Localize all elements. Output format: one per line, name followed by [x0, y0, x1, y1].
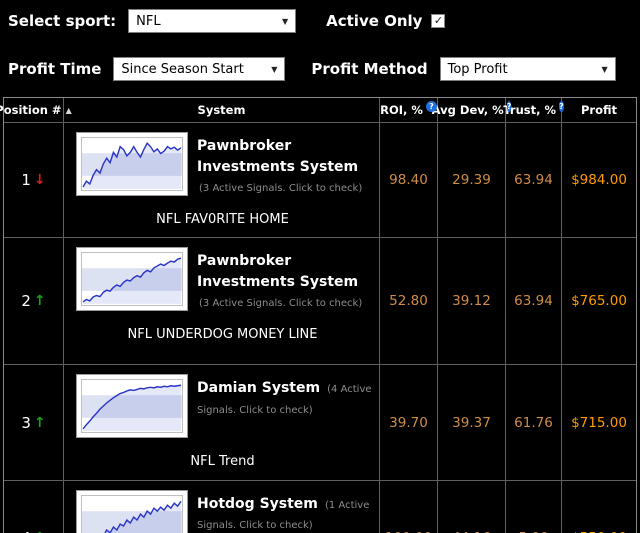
- profit-time-label: Profit Time: [8, 60, 102, 78]
- active-only-checkbox[interactable]: ✓: [431, 14, 446, 28]
- header-roi[interactable]: ROI, % ?: [380, 98, 438, 123]
- signals-note[interactable]: (4 Active Signals. Click to check): [197, 384, 372, 416]
- system-chart-thumbnail[interactable]: [76, 489, 188, 533]
- profit-time-select[interactable]: Since Season Start ▼: [113, 57, 286, 81]
- system-name-link[interactable]: Pawnbroker Investments System: [197, 253, 359, 290]
- sport-select[interactable]: NFL ▼: [128, 9, 297, 33]
- trust-value: 5.00: [506, 480, 562, 533]
- system-subtitle: NFL UNDERDOG MONEY LINE: [127, 327, 318, 343]
- header-system[interactable]: System: [64, 98, 380, 123]
- header-position-label: Position #: [0, 103, 62, 117]
- position-cell: 4 ↑: [4, 480, 64, 533]
- table-row: 3 ↑ Damian System (4 Active Signals. Cli…: [4, 365, 636, 481]
- signals-note[interactable]: (3 Active Signals. Click to check): [199, 183, 363, 194]
- position-change-arrow-icon: ↑: [33, 293, 46, 310]
- dropdown-arrow-icon: ▼: [271, 64, 278, 74]
- dropdown-arrow-icon: ▼: [601, 64, 608, 74]
- profit-time-value: Since Season Start: [121, 61, 244, 77]
- controls-row-1: Select sport: NFL ▼ Active Only ✓: [0, 0, 640, 33]
- signals-note[interactable]: (3 Active Signals. Click to check): [199, 298, 363, 310]
- roi-value: 98.40: [380, 123, 438, 239]
- profit-value: $984.00: [562, 123, 636, 239]
- profit-method-value: Top Profit: [447, 61, 508, 77]
- table-row: 1 ↓ Pawnbroker Investments System (3 Act…: [4, 123, 636, 239]
- sort-asc-icon: ▲: [65, 105, 72, 115]
- header-avg-dev-label: Avg Dev, %: [431, 103, 504, 117]
- system-subtitle: NFL FAV0RITE HOME: [156, 212, 289, 227]
- table-header-row: Position # ▲ System ROI, % ? Avg Dev, % …: [0, 98, 636, 123]
- trust-value: 63.94: [506, 123, 562, 239]
- header-position[interactable]: Position # ▲: [0, 98, 72, 123]
- table-row: 2 ↑ Pawnbroker Investments System (3 Act…: [4, 238, 636, 366]
- avg-dev-value: 39.37: [438, 365, 506, 481]
- header-roi-label: ROI, %: [380, 103, 423, 117]
- controls-row-2: Profit Time Since Season Start ▼ Profit …: [0, 33, 640, 81]
- position-number: 4: [21, 529, 31, 533]
- roi-value: 39.70: [380, 365, 438, 481]
- avg-dev-value: 39.12: [438, 238, 506, 366]
- system-cell: Pawnbroker Investments System (3 Active …: [64, 238, 380, 366]
- select-sport-label: Select sport:: [8, 12, 117, 30]
- position-cell: 2 ↑: [4, 238, 64, 366]
- position-change-arrow-icon: ↑: [33, 414, 46, 431]
- header-profit-label: Profit: [580, 103, 618, 117]
- avg-dev-value: 29.39: [438, 123, 506, 239]
- position-cell: 3 ↑: [4, 365, 64, 481]
- active-only-label: Active Only: [326, 12, 423, 30]
- profit-value: $765.00: [562, 238, 636, 366]
- trust-value: 63.94: [506, 238, 562, 366]
- position-change-arrow-icon: ↓: [33, 172, 46, 189]
- system-cell: Hotdog System (1 Active Signals. Click t…: [64, 480, 380, 533]
- system-name-link[interactable]: Damian System: [197, 380, 321, 397]
- header-trust[interactable]: Trust, % ?: [503, 98, 564, 123]
- position-change-arrow-icon: ↑: [34, 530, 46, 533]
- position-number: 2: [21, 292, 31, 311]
- position-number: 1: [21, 171, 31, 190]
- system-subtitle: NFL Trend: [190, 454, 255, 470]
- signals-note[interactable]: (1 Active Signals. Click to check): [197, 499, 370, 532]
- table-row: 4 ↑ Hotdog System (1 Active Signals. Cli…: [4, 480, 636, 533]
- position-cell: 1 ↓: [4, 123, 64, 239]
- info-icon[interactable]: ?: [506, 100, 512, 112]
- sport-select-value: NFL: [136, 13, 161, 29]
- profit-value: $550.00: [562, 481, 636, 533]
- roi-value: 100.00: [380, 480, 438, 533]
- position-number: 3: [21, 413, 31, 432]
- systems-table: Position # ▲ System ROI, % ? Avg Dev, % …: [0, 97, 637, 533]
- system-chart-thumbnail[interactable]: [76, 374, 188, 439]
- header-trust-label: Trust, %: [503, 103, 557, 117]
- system-cell: Pawnbroker Investments System (3 Active …: [64, 123, 380, 239]
- roi-value: 52.80: [380, 238, 438, 366]
- system-cell: Damian System (4 Active Signals. Click t…: [64, 365, 380, 481]
- trust-value: 61.76: [506, 365, 562, 481]
- profit-method-label: Profit Method: [311, 60, 428, 78]
- profit-value: $715.00: [562, 365, 636, 481]
- header-avg-dev[interactable]: Avg Dev, % ?: [432, 98, 512, 123]
- system-name-link[interactable]: Hotdog System: [197, 495, 318, 512]
- info-icon[interactable]: ?: [425, 100, 437, 112]
- system-name-link[interactable]: Pawnbroker Investments System: [197, 138, 359, 175]
- dropdown-arrow-icon: ▼: [281, 16, 289, 26]
- header-system-label: System: [197, 103, 246, 117]
- info-icon[interactable]: ?: [559, 100, 564, 112]
- profit-method-select[interactable]: Top Profit ▼: [439, 57, 616, 81]
- system-chart-thumbnail[interactable]: [76, 132, 188, 196]
- system-chart-thumbnail[interactable]: [76, 247, 188, 312]
- avg-dev-value: 44.16: [438, 480, 506, 533]
- header-profit[interactable]: Profit: [562, 98, 636, 123]
